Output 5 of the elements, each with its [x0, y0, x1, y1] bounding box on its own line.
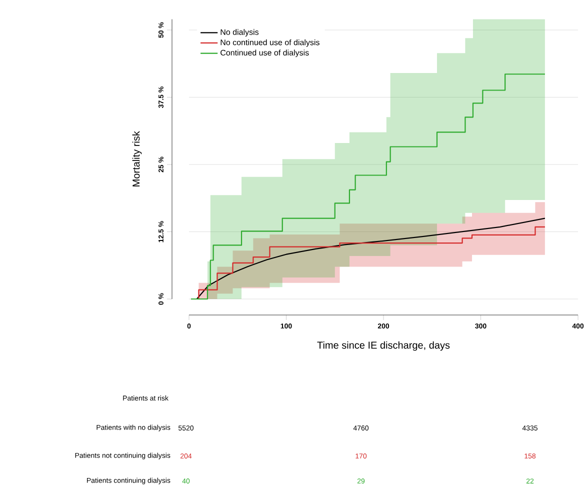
- legend-label: Continued use of dialysis: [220, 50, 309, 58]
- y-axis-title: Mortality risk: [132, 131, 142, 186]
- x-axis-title: Time since IE discharge, days: [317, 341, 450, 351]
- legend-label: No dialysis: [220, 29, 259, 36]
- legend-label: No continued use of dialysis: [220, 39, 320, 47]
